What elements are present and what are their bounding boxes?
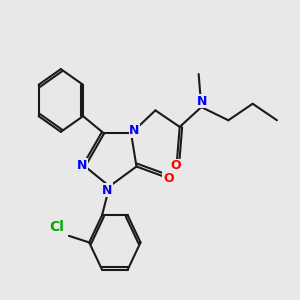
- Text: Cl: Cl: [49, 220, 64, 234]
- Text: N: N: [102, 184, 112, 197]
- Text: N: N: [77, 159, 87, 172]
- Text: O: O: [170, 159, 181, 172]
- Text: N: N: [197, 94, 207, 108]
- Text: N: N: [129, 124, 140, 137]
- Text: O: O: [163, 172, 174, 184]
